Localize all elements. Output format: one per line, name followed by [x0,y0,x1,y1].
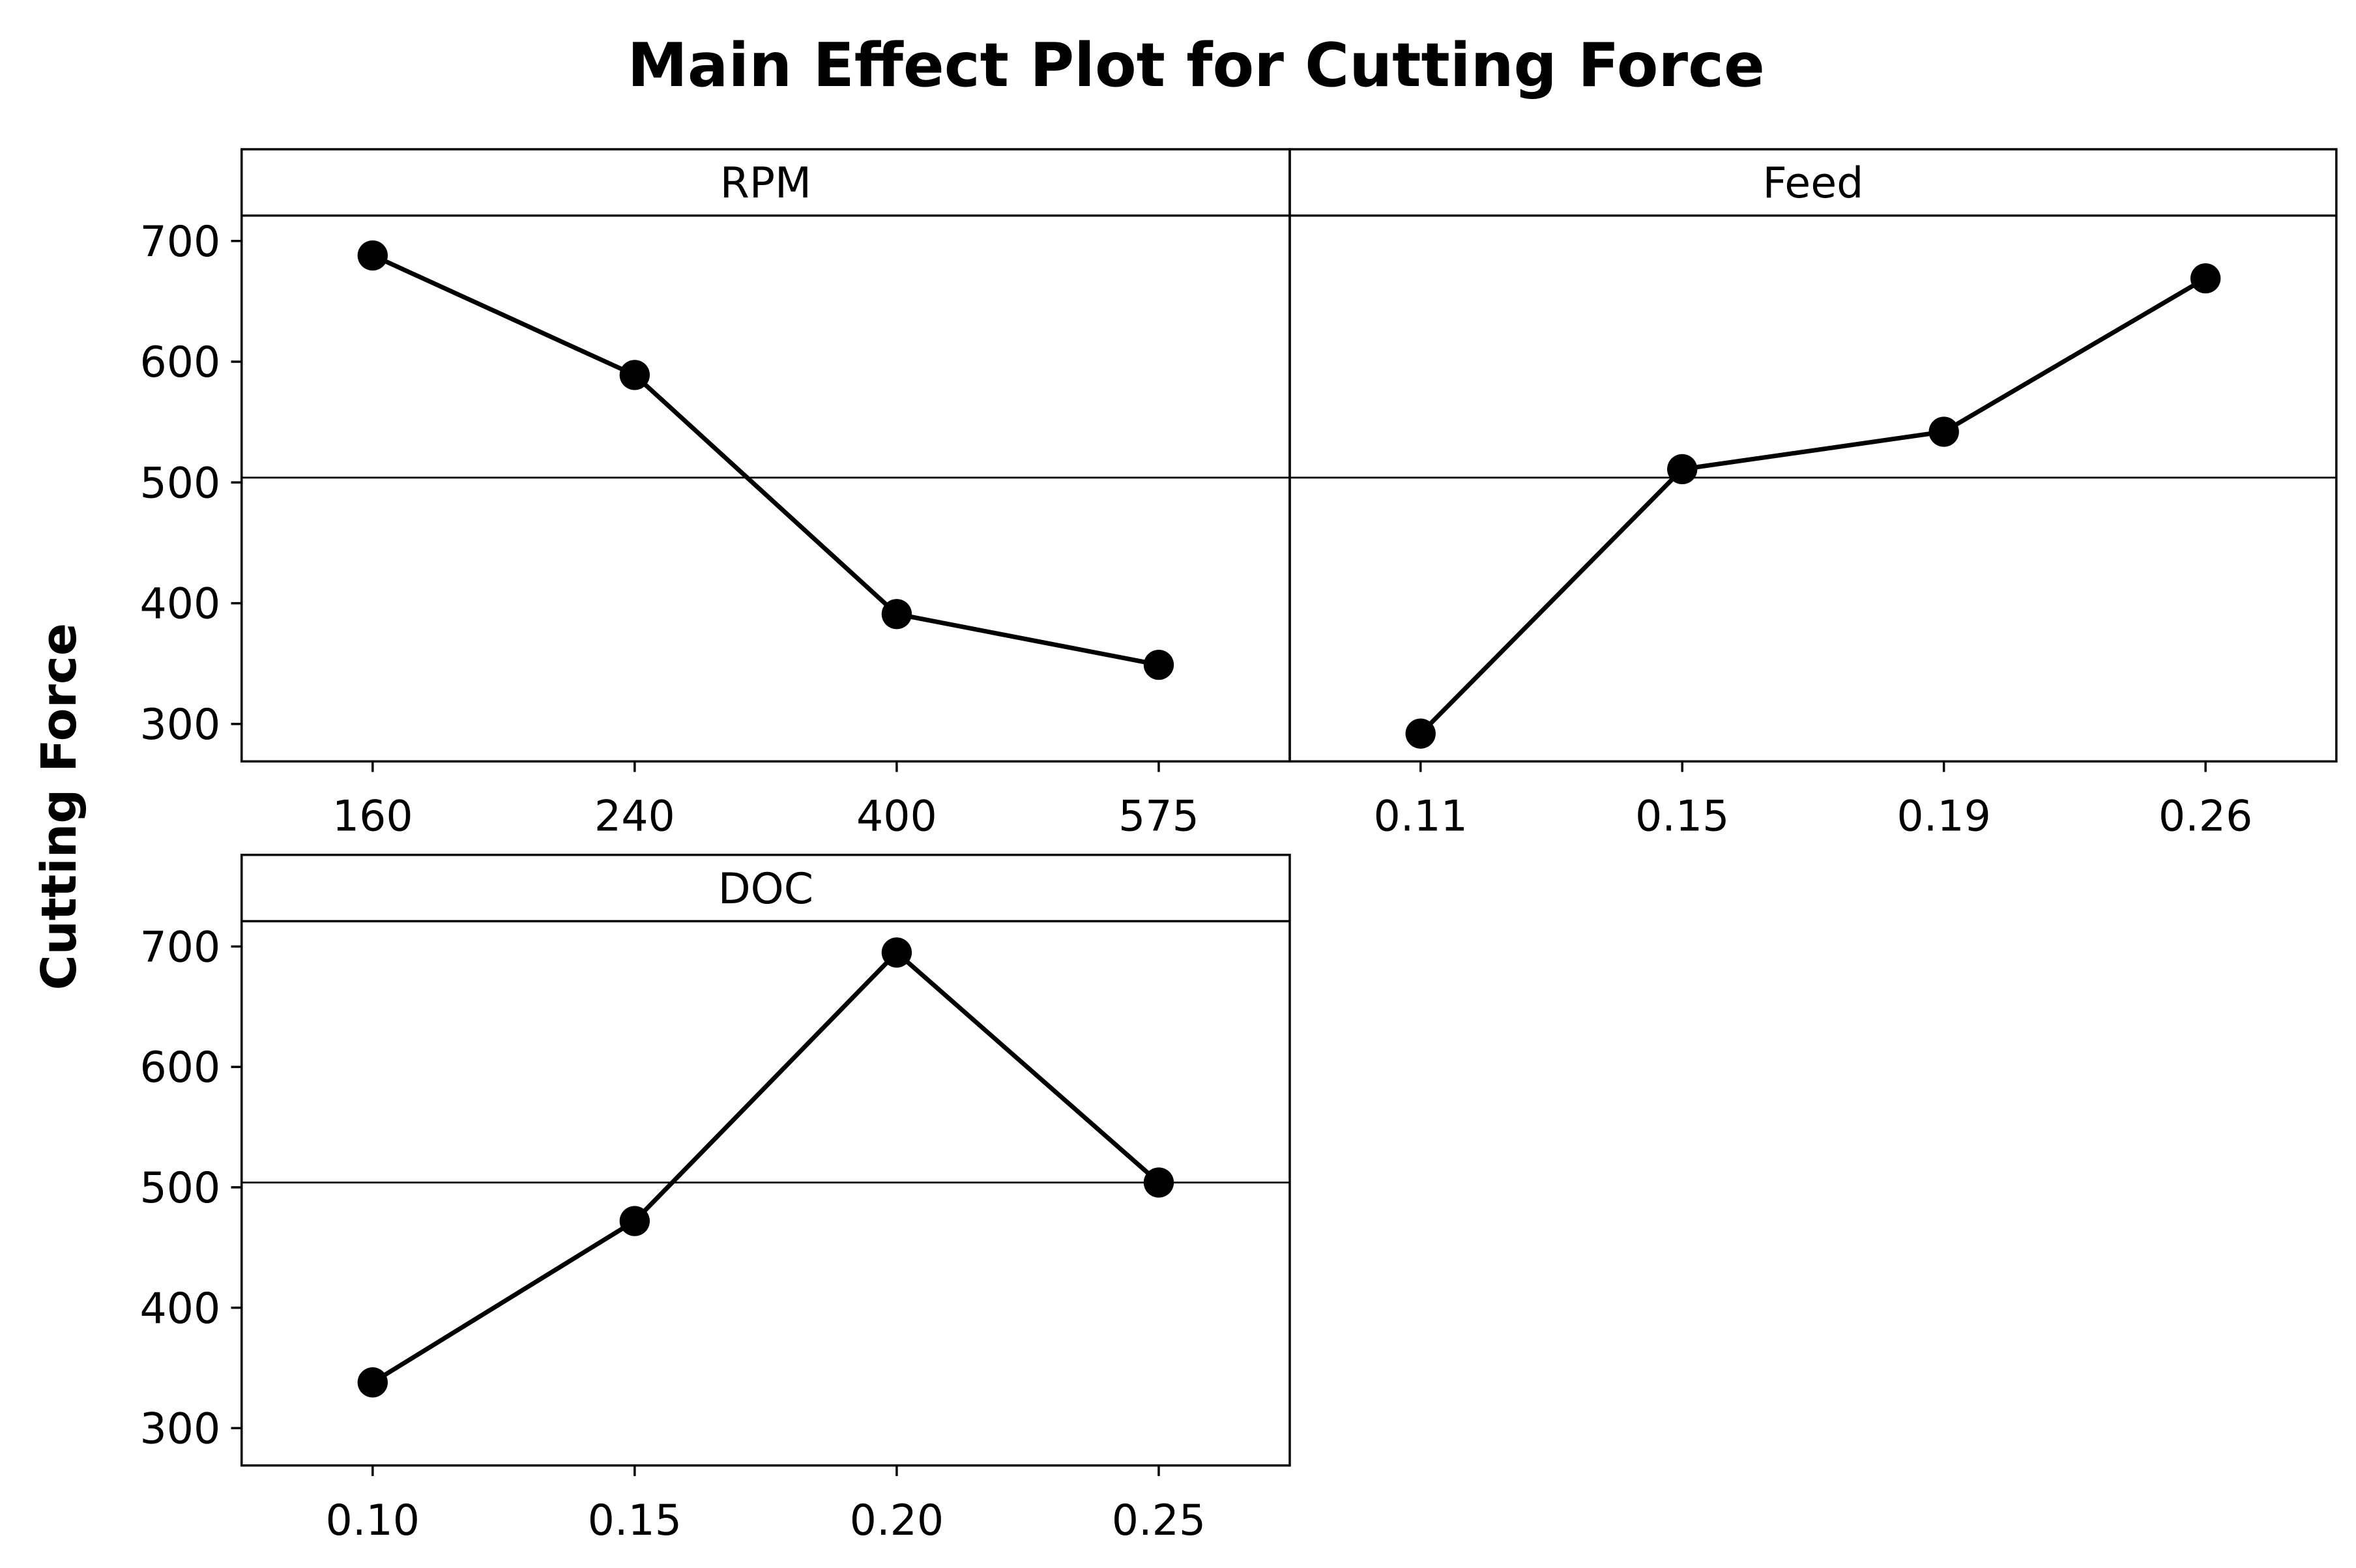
y-tick-label: 700 [139,218,220,267]
series-line [1419,276,2207,736]
data-point [1143,649,1174,680]
data-point [619,360,650,390]
x-tick-label: 400 [856,792,937,841]
series-line [371,253,1159,667]
data-point [357,1367,388,1398]
y-tick-label: 400 [139,580,220,629]
y-tick-label: 400 [139,1285,220,1333]
panel-frame [240,148,1291,763]
panel-rpm: RPM 300 400 500 600 700 160 240 400 575 [139,148,1291,841]
x-tick-label: 160 [332,792,413,841]
y-axis-label: Cutting Force [31,623,87,991]
panel-doc: DOC 300 400 500 600 700 0.10 0.15 0.20 0.25 [139,853,1291,1545]
data-point [1928,416,1959,447]
data-point [1667,454,1698,485]
data-point [881,937,912,968]
y-tick-label: 300 [139,701,220,749]
data-point [619,1206,650,1236]
x-tick-label: 0.19 [1897,792,1990,841]
x-tick-label: 240 [594,792,675,841]
data-point [881,599,912,630]
data-point [1405,718,1436,749]
y-tick-label: 600 [139,338,220,387]
panel-feed: Feed 0.11 0.15 0.19 0.26 [1288,148,2338,841]
data-point [1143,1167,1174,1198]
panel-header-label: Feed [1763,159,1864,208]
x-tick-label: 0.15 [1635,792,1729,841]
x-tick-label: 0.26 [2159,792,2252,841]
panel-frame [1288,148,2338,763]
y-tick-label: 600 [139,1043,220,1092]
x-tick-label: 0.10 [326,1496,420,1545]
panel-header-label: RPM [720,159,811,208]
x-tick-label: 0.15 [588,1496,682,1545]
data-point [357,240,388,271]
y-tick-label: 500 [139,459,220,508]
chart-title: Main Effect Plot for Cutting Force [628,30,1765,100]
panel-header-label: DOC [718,865,813,914]
x-tick-label: 0.20 [850,1496,944,1545]
y-tick-label: 700 [139,923,220,972]
x-tick-label: 575 [1118,792,1199,841]
series-line [371,949,1161,1385]
x-tick-label: 0.25 [1112,1496,1206,1545]
data-point [2190,263,2221,294]
x-tick-label: 0.11 [1373,792,1467,841]
y-tick-label: 500 [139,1164,220,1213]
y-tick-label: 300 [139,1405,220,1454]
panel-frame [240,853,1291,1467]
